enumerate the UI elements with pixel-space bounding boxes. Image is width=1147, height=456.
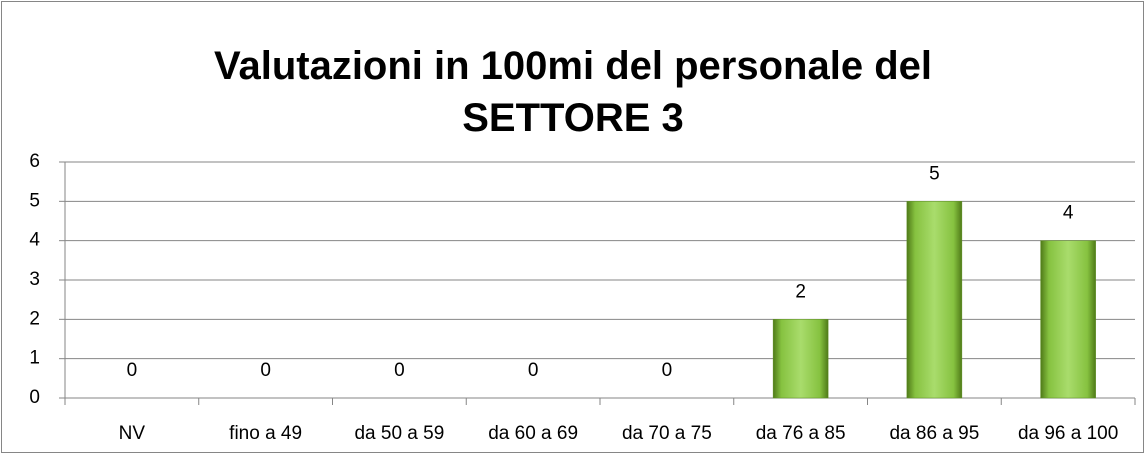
chart-title: Valutazioni in 100mi del personale del S… bbox=[213, 44, 932, 140]
x-tick-label: fino a 49 bbox=[229, 423, 302, 444]
y-tick-label: 3 bbox=[29, 269, 40, 290]
x-tick-label: da 86 a 95 bbox=[889, 423, 979, 444]
data-label: 5 bbox=[929, 163, 940, 184]
data-label: 0 bbox=[528, 360, 539, 381]
data-label: 0 bbox=[260, 360, 271, 381]
bar bbox=[772, 319, 829, 399]
bar bbox=[1040, 240, 1096, 399]
x-tick-label: da 70 a 75 bbox=[622, 423, 712, 444]
data-label: 0 bbox=[662, 360, 673, 381]
x-tick-label: da 96 a 100 bbox=[1018, 423, 1118, 444]
bar bbox=[906, 201, 963, 399]
x-tick-label: da 76 a 85 bbox=[756, 423, 846, 444]
y-tick-label: 6 bbox=[29, 151, 40, 172]
x-tick-label: da 50 a 59 bbox=[354, 423, 444, 444]
x-tick-label: da 60 a 69 bbox=[488, 423, 578, 444]
y-tick-label: 0 bbox=[29, 387, 40, 408]
y-tick-label: 2 bbox=[29, 308, 40, 329]
data-label: 4 bbox=[1063, 203, 1074, 224]
data-label: 2 bbox=[795, 281, 806, 302]
data-label: 0 bbox=[394, 360, 405, 381]
y-tick-label: 5 bbox=[29, 190, 40, 211]
x-tick-label: NV bbox=[119, 423, 146, 444]
y-tick-label: 1 bbox=[29, 348, 40, 369]
data-label: 0 bbox=[127, 360, 138, 381]
y-tick-label: 4 bbox=[29, 230, 40, 251]
